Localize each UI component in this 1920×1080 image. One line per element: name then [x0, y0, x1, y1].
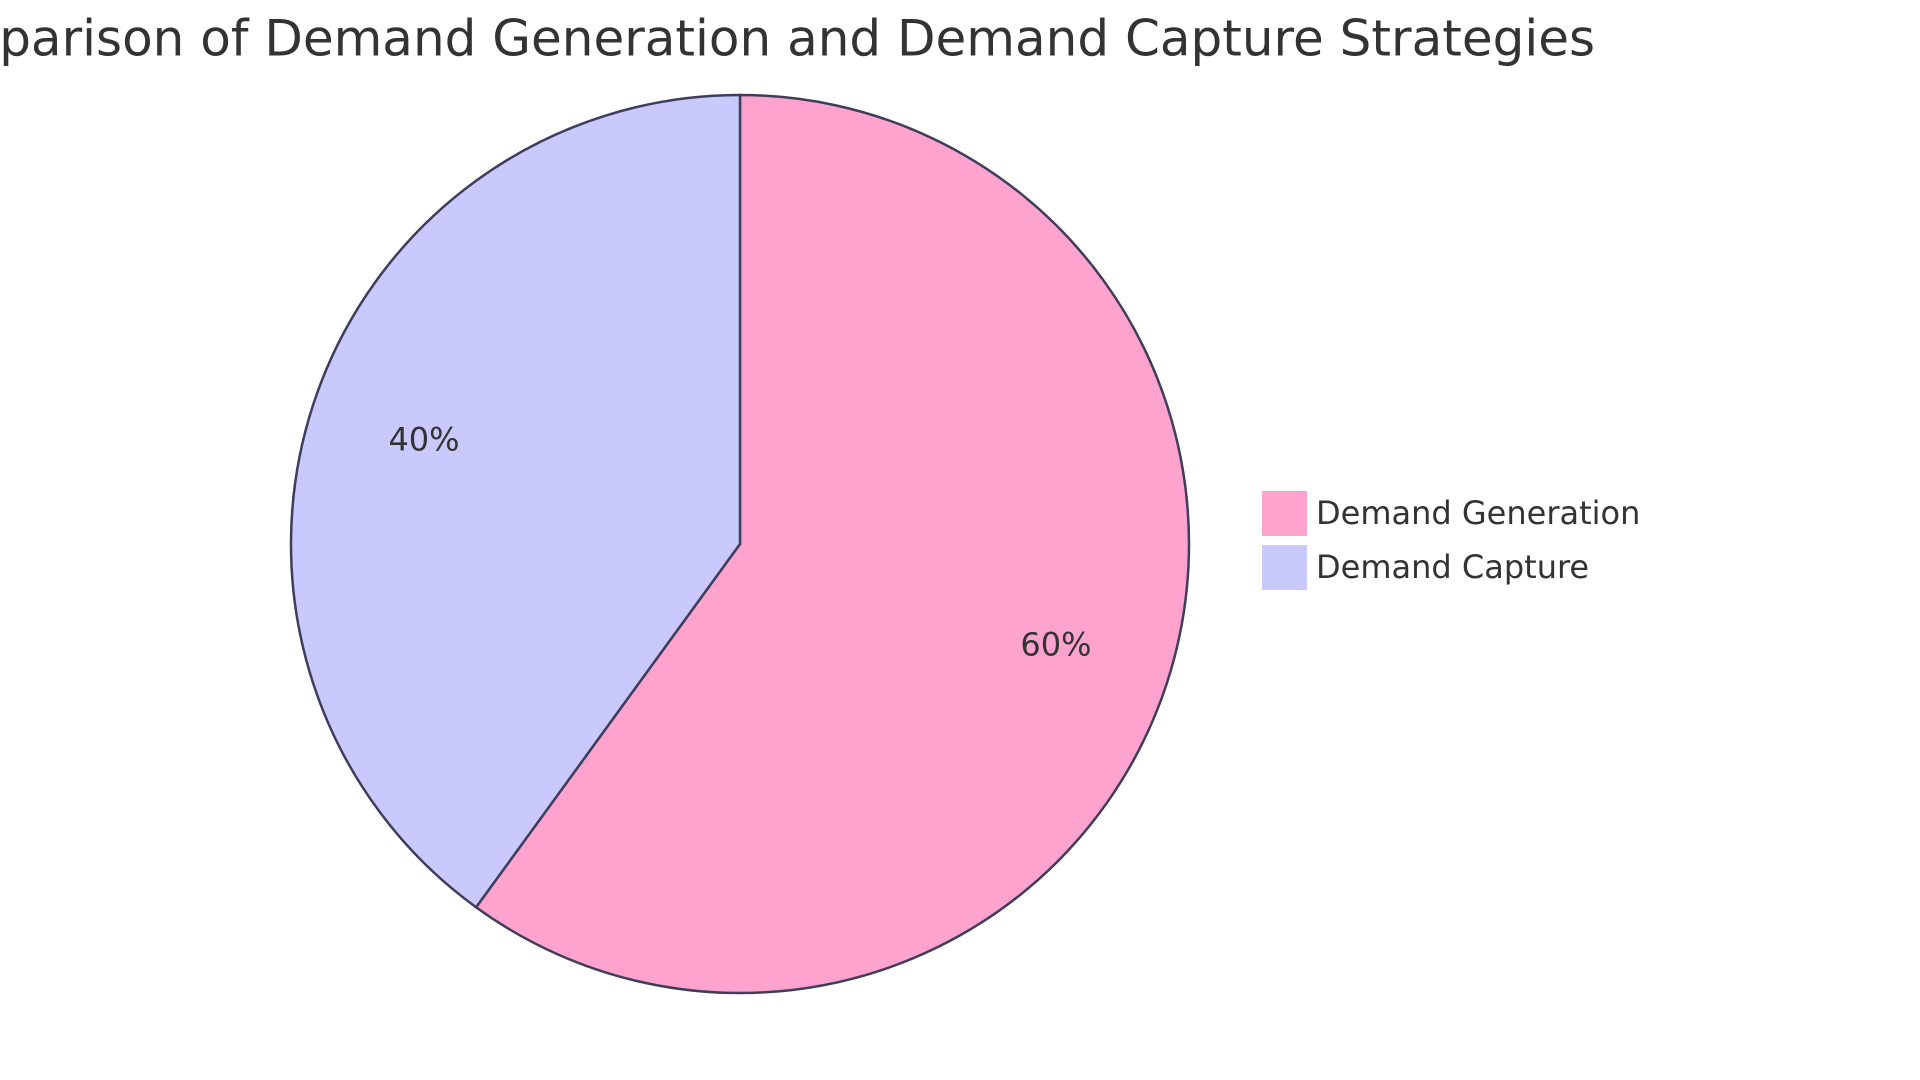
legend-text: Demand Generation [1316, 494, 1640, 532]
pie-slice [474, 93, 1191, 995]
pie-slice [289, 93, 742, 909]
legend-swatch [1262, 545, 1307, 590]
legend-swatch [1262, 491, 1307, 536]
chart-title: Comparison of Demand Generation and Dema… [0, 10, 1595, 68]
legend-text: Demand Capture [1316, 548, 1589, 586]
value-label: 60% [1020, 626, 1091, 664]
value-label: 40% [388, 420, 459, 458]
